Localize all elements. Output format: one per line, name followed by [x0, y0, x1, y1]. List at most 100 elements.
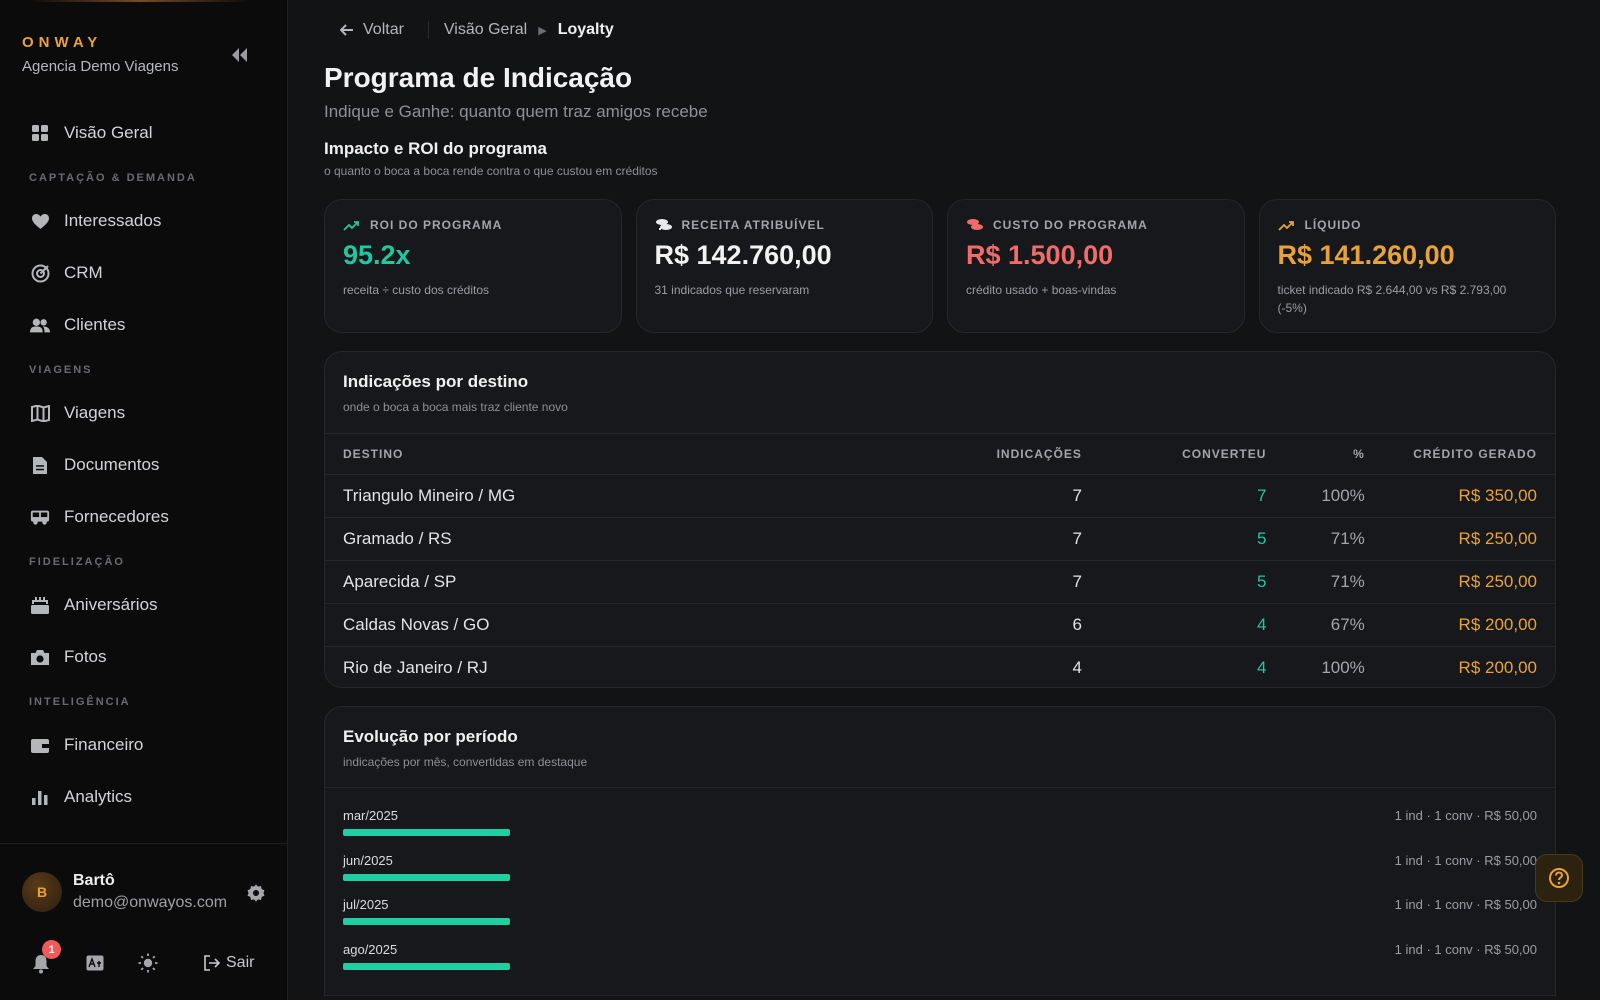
logout-label: Sair — [226, 954, 255, 971]
kpi-value: 95.2x — [343, 240, 411, 270]
kpi-value: R$ 1.500,00 — [966, 240, 1114, 270]
breadcrumb-parent[interactable]: Visão Geral — [443, 21, 528, 38]
period-row: mar/2025 1 ind · 1 conv · R$ 50,00 — [343, 804, 1537, 849]
column-header-credito[interactable]: CRÉDITO GERADO — [1382, 434, 1555, 475]
logout-button[interactable]: Sair — [204, 954, 254, 972]
kpi-note: ticket indicado R$ 2.644,00 vs R$ 2.793,… — [1277, 283, 1507, 315]
sidebar-item-analytics[interactable]: Analytics — [0, 774, 288, 820]
table-row[interactable]: Aparecida / SP 7 5 71% R$ 250,00 — [325, 560, 1555, 604]
column-header-destino[interactable]: DESTINO — [325, 434, 941, 475]
sidebar-item-label: Clientes — [64, 315, 126, 334]
card-subtitle: onde o boca a boca mais traz cliente nov… — [343, 400, 568, 414]
period-label: ago/2025 — [343, 941, 398, 957]
gear-icon[interactable] — [247, 884, 265, 902]
cell-indicacoes: 7 — [940, 517, 1100, 561]
sidebar-item-documentos[interactable]: Documentos — [0, 442, 288, 488]
cell-destino: Aparecida / SP — [325, 560, 941, 604]
column-header-converteu[interactable]: CONVERTEU — [1099, 434, 1285, 475]
back-label: Voltar — [363, 21, 404, 38]
cell-destino: Rio de Janeiro / RJ — [343, 657, 488, 677]
sidebar-item-interessados[interactable]: Interessados — [0, 198, 288, 244]
column-header-indicacoes[interactable]: INDICAÇÕES — [940, 434, 1100, 475]
coins-icon — [655, 218, 673, 232]
target-icon — [30, 263, 50, 283]
kpi-note: crédito usado + boas-vindas — [966, 283, 1117, 297]
page-title: Programa de Indicação — [324, 62, 633, 93]
sidebar-item-financeiro[interactable]: Financeiro — [0, 722, 288, 768]
user-email: demo@onwayos.com — [73, 894, 228, 911]
cell-converteu: 5 — [1099, 517, 1285, 561]
sidebar-item-label: Visão Geral — [64, 123, 153, 142]
table-row[interactable]: Gramado / RS 7 5 71% R$ 250,00 — [325, 517, 1555, 561]
user-area: B Bartô demo@onwayos.com 1 Sair — [0, 843, 288, 1000]
brand[interactable]: ONWAY Agencia Demo Viagens — [22, 34, 179, 75]
sidebar-item-aniversarios[interactable]: Aniversários — [0, 582, 288, 628]
period-bar — [343, 962, 511, 970]
cell-credito: R$ 250,00 — [1382, 517, 1555, 561]
cell-credito: R$ 200,00 — [1458, 657, 1537, 677]
sidebar-nav: Visão Geral CAPTAÇÃO & DEMANDA Interessa… — [0, 110, 288, 826]
language-icon[interactable] — [86, 955, 106, 973]
breadcrumb: Voltar Visão Geral ▶ Loyalty — [340, 20, 614, 40]
cell-indicacoes: 4 — [1072, 657, 1082, 677]
back-button[interactable]: Voltar — [340, 21, 404, 39]
bar-chart-icon — [30, 787, 50, 807]
section-label-inteligencia: INTELIGÊNCIA — [29, 696, 131, 708]
table-row[interactable]: Triangulo Mineiro / MG 7 7 100% R$ 350,00 — [325, 474, 1555, 518]
column-header-pct[interactable]: % — [1284, 434, 1383, 475]
period-bar — [343, 829, 511, 836]
kpi-note: receita ÷ custo dos créditos — [343, 283, 489, 297]
sidebar-item-overview[interactable]: Visão Geral — [0, 110, 288, 156]
kpi-label: LÍQUIDO — [1304, 218, 1362, 232]
sidebar-item-label: Fotos — [64, 647, 107, 666]
sidebar-item-crm[interactable]: CRM — [0, 250, 288, 296]
kpi-value: R$ 141.260,00 — [1277, 240, 1455, 270]
sidebar-item-label: Interessados — [64, 211, 162, 230]
cell-pct: 71% — [1284, 517, 1383, 561]
cell-converteu: 7 — [1099, 474, 1285, 518]
sidebar-item-fotos[interactable]: Fotos — [0, 634, 288, 680]
notification-badge: 1 — [42, 940, 61, 959]
cell-destino: Caldas Novas / GO — [325, 603, 941, 647]
cell-destino: Gramado / RS — [325, 517, 941, 561]
sidebar-item-label: Viagens — [64, 403, 126, 422]
cake-icon — [30, 595, 50, 615]
table-row[interactable]: Caldas Novas / GO 6 4 67% R$ 200,00 — [325, 603, 1555, 647]
period-info: 1 ind · 1 conv · R$ 50,00 — [1394, 941, 1537, 957]
sidebar-item-viagens[interactable]: Viagens — [0, 390, 288, 436]
sidebar-item-label: Aniversários — [64, 595, 158, 614]
cell-indicacoes: 7 — [940, 474, 1100, 518]
kpi-note: 31 indicados que reservaram — [654, 283, 810, 297]
kpi-row: ROI DO PROGRAMA 95.2x receita ÷ custo do… — [324, 199, 1556, 333]
kpi-label: CUSTO DO PROGRAMA — [993, 218, 1148, 232]
period-info: 1 ind · 1 conv · R$ 50,00 — [1394, 852, 1537, 868]
cell-converteu: 4 — [1256, 657, 1267, 677]
section-subtitle: o quanto o boca a boca rende contra o qu… — [324, 164, 658, 178]
cell-indicacoes: 6 — [940, 603, 1100, 647]
table-row[interactable]: Rio de Janeiro / RJ 4 4 100% R$ 200,00 — [325, 646, 1555, 687]
collapse-sidebar-icon[interactable] — [230, 46, 252, 66]
card-title: Evolução por período — [343, 727, 518, 746]
breadcrumb-current: Loyalty — [557, 21, 614, 38]
coins-icon — [966, 218, 984, 232]
destinations-table: DESTINO INDICAÇÕES CONVERTEU % CRÉDITO G… — [325, 434, 1555, 687]
map-icon — [30, 403, 50, 423]
bus-icon — [30, 507, 50, 527]
kpi-card-receita: RECEITA ATRIBUÍVEL R$ 142.760,00 31 indi… — [635, 199, 933, 333]
breadcrumb-divider — [427, 21, 429, 39]
bell-icon[interactable] — [32, 954, 52, 974]
period-label: mar/2025 — [343, 808, 398, 823]
sidebar-item-fornecedores[interactable]: Fornecedores — [0, 494, 288, 540]
wallet-icon — [30, 735, 50, 755]
chevron-right-icon: ▶ — [538, 24, 547, 37]
period-bar — [343, 918, 511, 925]
avatar[interactable]: B — [22, 872, 62, 912]
help-icon — [1549, 868, 1569, 888]
sidebar-item-clientes[interactable]: Clientes — [0, 302, 288, 348]
main-content: Voltar Visão Geral ▶ Loyalty Programa de… — [288, 0, 1600, 1000]
trending-up-icon — [1277, 218, 1296, 232]
sun-icon[interactable] — [138, 953, 160, 975]
arrow-left-icon — [340, 24, 353, 36]
logout-icon — [204, 955, 220, 971]
help-button[interactable] — [1535, 854, 1583, 902]
